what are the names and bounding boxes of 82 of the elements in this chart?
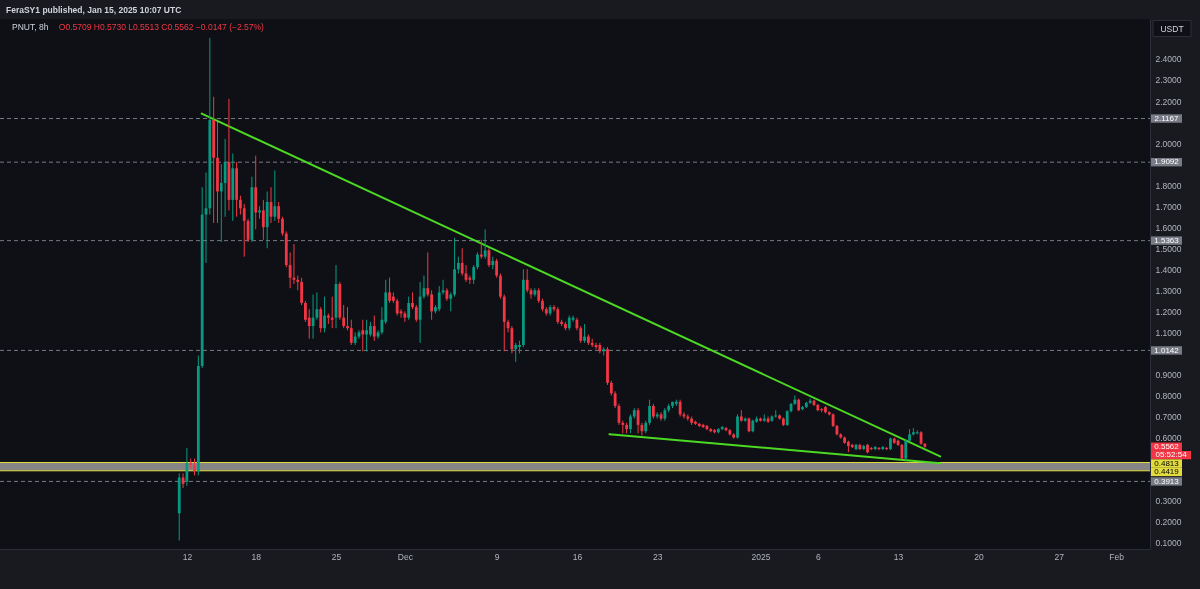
candlestick — [904, 439, 908, 463]
candlestick — [346, 306, 349, 331]
y-tick-label: 2.0000 — [1155, 138, 1182, 149]
y-tick-label: 1.8000 — [1155, 180, 1182, 191]
candlestick — [426, 251, 430, 298]
y-tick-label: 1.7000 — [1155, 201, 1182, 212]
candlestick — [273, 169, 277, 222]
candlestick — [407, 296, 411, 321]
candlestick — [372, 315, 376, 342]
candlestick — [648, 399, 651, 426]
y-tick-label: 1.1000 — [1155, 327, 1182, 338]
y-axis-title: USDT — [1160, 23, 1184, 34]
y-tick-label: 0.1000 — [1155, 538, 1182, 549]
x-tick-label: 16 — [572, 551, 583, 562]
candlestick — [514, 342, 518, 363]
candlestick — [349, 319, 353, 346]
y-tick-label: 0.8000 — [1155, 390, 1182, 401]
x-tick-label: 25 — [331, 551, 342, 562]
candlestick — [483, 228, 487, 260]
y-tick-label: 2.3000 — [1155, 75, 1182, 86]
candlestick — [583, 323, 586, 344]
candlestick — [277, 201, 281, 224]
y-tick-label: 0.7000 — [1155, 412, 1182, 422]
y-tick-label: 1.3000 — [1155, 285, 1182, 296]
chart-title: PNUT, 8h — [12, 22, 49, 32]
candlestick — [300, 277, 303, 306]
candlestick — [281, 216, 284, 237]
x-tick-label: 2025 — [751, 551, 771, 562]
y-tick-label: 0.9000 — [1155, 369, 1182, 380]
x-tick-label: 12 — [182, 551, 193, 562]
candlestick — [353, 331, 357, 346]
text: 05:52:54 — [1155, 450, 1188, 460]
y-tick-label: 0.3000 — [1155, 496, 1182, 507]
candlestick — [548, 304, 552, 317]
ref-line-label: 0.4419 — [1154, 467, 1180, 477]
ref-line-label: 0.3913 — [1154, 476, 1180, 486]
candlestick — [342, 304, 346, 329]
x-tick-label: Dec — [397, 551, 414, 562]
chart-subtitle: O0.5709 H0.5730 L0.5513 C0.5562 −0.0147 (−2.57%) — [58, 22, 265, 32]
candlestick — [319, 306, 323, 333]
x-tick-label: Feb — [1109, 551, 1125, 562]
x-tick-label: 23 — [652, 551, 663, 562]
candlestick — [388, 277, 391, 304]
y-tick-label: 0.6000 — [1155, 433, 1182, 444]
candlestick — [533, 287, 537, 298]
x-tick-label: 20 — [974, 551, 984, 562]
candlestick — [449, 291, 453, 312]
candlestick — [629, 413, 632, 434]
y-tick-label: 1.2000 — [1155, 306, 1182, 317]
candlestick — [239, 195, 242, 216]
candlestick — [495, 258, 499, 279]
candlestick — [304, 300, 307, 323]
ref-line-label: 1.9092 — [1154, 157, 1180, 167]
ref-line-label: 1.5363 — [1154, 235, 1180, 245]
candlestick — [472, 264, 476, 285]
candlestick — [499, 272, 502, 300]
y-tick-label: 1.5000 — [1155, 243, 1182, 254]
x-tick-label: 18 — [251, 551, 262, 562]
ref-line-label: 0.4813 — [1154, 458, 1180, 468]
candlestick — [365, 319, 368, 352]
candlestick — [361, 319, 365, 352]
candlestick — [736, 413, 739, 440]
candlestick — [330, 296, 334, 329]
y-tick-label: 0.2000 — [1155, 517, 1182, 528]
y-tick-label: 2.4000 — [1155, 54, 1182, 65]
ref-line-label: 2.1167 — [1154, 113, 1179, 123]
y-tick-label: 1.4000 — [1155, 264, 1182, 275]
candlestick — [185, 447, 189, 487]
candlestick — [766, 416, 770, 424]
candlestick — [479, 239, 483, 260]
ref-line-label: 1.0142 — [1154, 345, 1180, 355]
text: 0.5562 — [1154, 442, 1180, 452]
x-tick-label: 6 — [815, 551, 821, 562]
y-tick-label: 1.6000 — [1155, 222, 1182, 233]
candlestick — [323, 296, 326, 333]
x-tick-label: 9 — [494, 551, 500, 562]
candlestick — [242, 203, 246, 258]
x-tick-label: 13 — [893, 551, 904, 562]
candlestick — [223, 138, 227, 218]
x-tick-label: 27 — [1054, 551, 1065, 562]
text: FeraSY1 published, Jan 15, 2025 10:07 UTC — [6, 5, 182, 15]
y-tick-label: 2.2000 — [1155, 96, 1182, 107]
